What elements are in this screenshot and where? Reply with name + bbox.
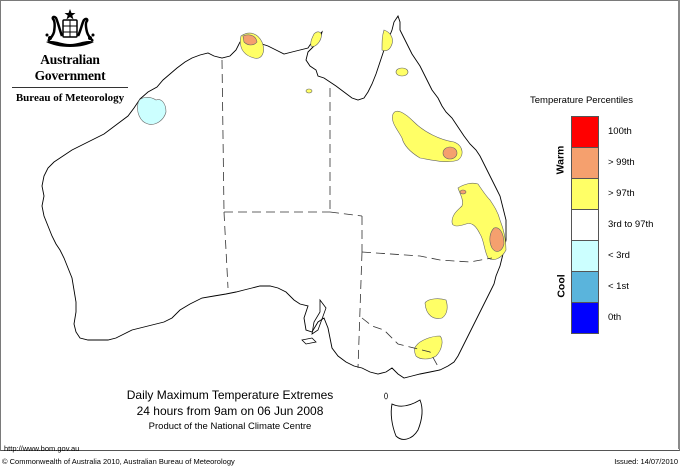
swatch-normal [571,209,599,240]
australia-map [41,14,507,440]
frame-right-edge [678,0,680,449]
legend-cool-label: Cool [555,274,568,298]
swatch-99th [571,147,599,178]
anomaly-kimberley-99 [242,34,258,46]
anomaly-se-qld-coast-99 [489,227,505,252]
spencer-gulf-coast [311,298,327,335]
tasmania-coastline [390,399,423,440]
legend-color-bar [571,116,599,334]
legend-label-100th: 100th [608,126,632,137]
agency-name: Bureau of Meteorology [15,92,125,104]
legend-label-3rd: < 3rd [608,250,630,261]
legend-label-0th: 0th [608,312,622,323]
swatch-3rd [571,240,599,271]
swatch-0th [571,302,599,334]
swatch-1st [571,271,599,302]
issued-date: Issued: 14/07/2010 [614,457,678,466]
mainland-coastline [41,14,507,379]
anomaly-central-nsw-97 [424,298,448,319]
swatch-100th [571,116,599,147]
legend-label-97th: > 97th [608,188,635,199]
product-note: Product of the National Climate Centre [148,421,312,432]
map-subtitle: 24 hours from 9am on 06 Jun 2008 [136,404,324,418]
map-title: Daily Maximum Temperature Extremes [126,388,334,402]
legend-title: Temperature Percentiles [530,95,633,106]
anomaly-nsw-vic-97 [414,335,443,360]
anomaly-arnhem-97 [310,31,322,47]
anomaly-capeyork-inland-97 [395,67,409,77]
logo-divider [12,87,128,88]
org-name: Australian Government [34,52,106,83]
coat-of-arms-icon [45,9,95,47]
agency-logo: Australian Government Bureau of Meteorol… [8,8,132,104]
anomaly-capeyork-97 [381,29,393,52]
legend-label-99th: > 99th [608,157,635,168]
anomaly-central-qld-99 [442,146,458,160]
kangaroo-island [301,337,317,345]
anomaly-se-qld-inland-99 [459,189,467,195]
map-titles: Daily Maximum Temperature Extremes 24 ho… [100,387,360,433]
anomaly-pilbara-cool [137,97,167,125]
anomaly-gulf-97 [305,88,313,94]
copyright-notice: © Commonwealth of Australia 2010, Austra… [2,457,235,466]
website-link[interactable]: http://www.bom.gov.au [4,444,80,453]
legend-warm-label: Warm [554,145,567,175]
king-island [384,392,388,400]
swatch-97th [571,178,599,209]
legend-label-1st: < 1st [608,281,629,292]
state-borders [221,59,493,371]
legend-label-normal: 3rd to 97th [608,219,654,230]
